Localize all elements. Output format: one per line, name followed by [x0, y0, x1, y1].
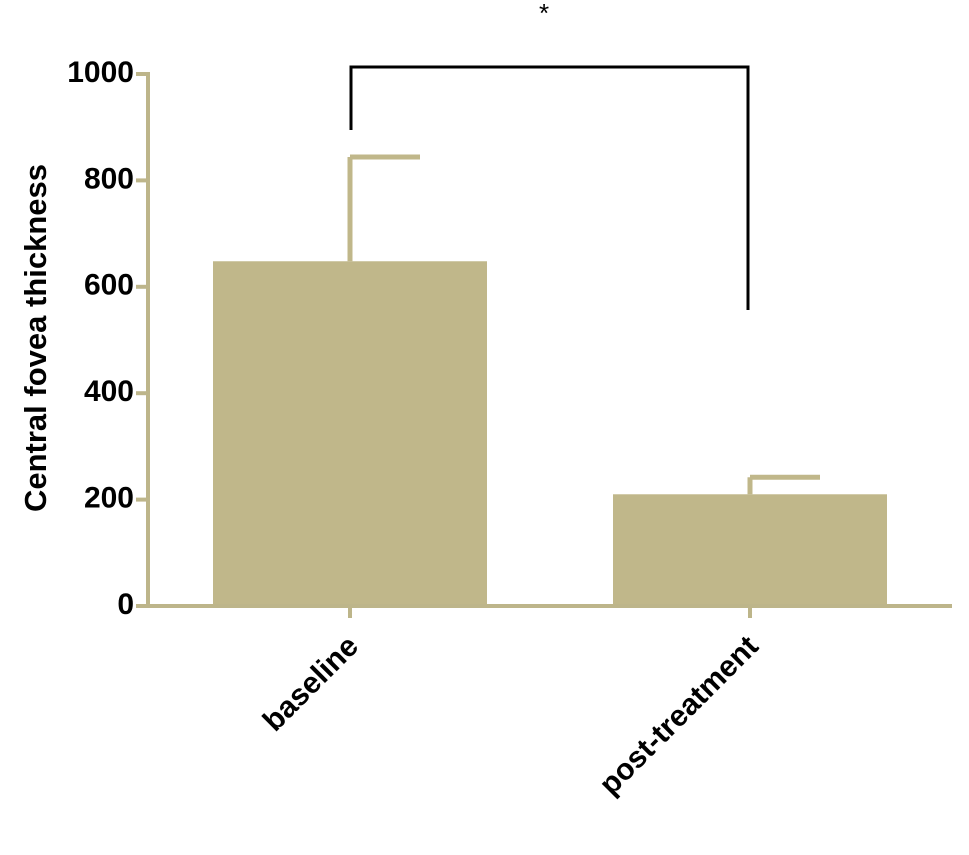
plot-area: 0 200 400 600 800 1000 baseline post-treatment	[67, 56, 952, 802]
x-tick-label: baseline	[257, 630, 365, 738]
y-tick-label: 200	[84, 482, 134, 515]
y-tick-label: 1000	[67, 56, 134, 89]
y-axis-label: Central fovea thickness	[18, 164, 53, 512]
bar	[613, 494, 887, 606]
significance-bracket	[349, 65, 750, 310]
x-tick-label: post-treatment	[593, 630, 765, 802]
significance-label: *	[539, 0, 549, 28]
y-tick-label: 800	[84, 162, 134, 195]
y-tick-label: 0	[117, 588, 134, 621]
bar	[213, 261, 487, 606]
y-tick-label: 600	[84, 269, 134, 302]
y-tick-label: 400	[84, 375, 134, 408]
